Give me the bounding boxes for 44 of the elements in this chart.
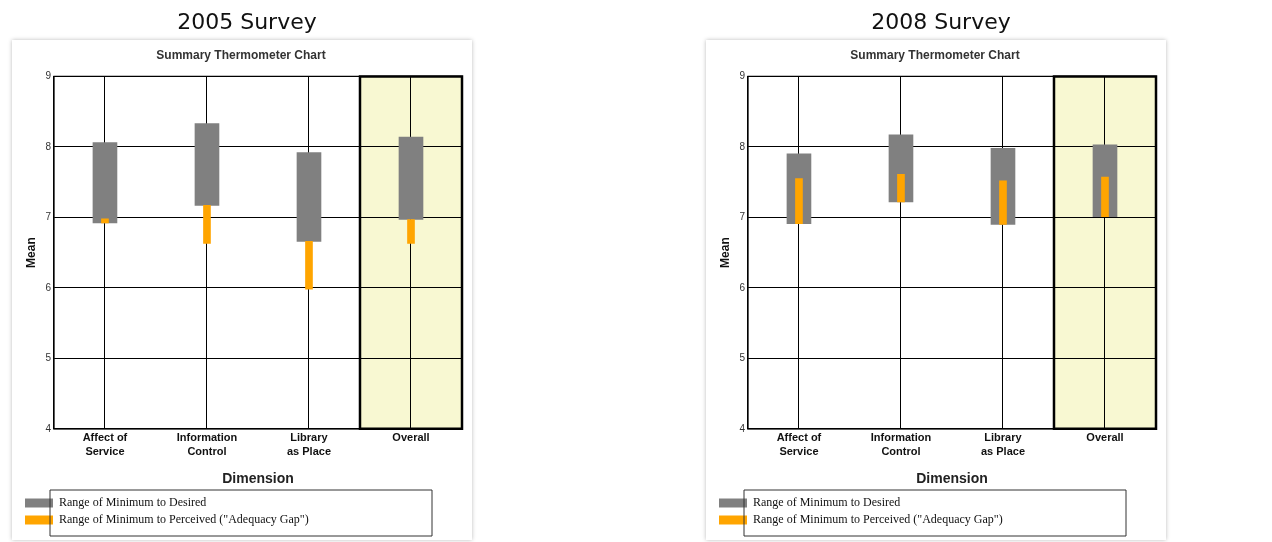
chart-title: 2008 Survey [870,8,1012,36]
y-axis-title: Mean [23,237,38,268]
y-tick-label: 4 [739,422,746,434]
y-tick-label: 6 [739,281,746,293]
y-tick-label: 8 [739,140,746,152]
legend-label: Range of Minimum to Perceived ("Adequacy Gap") [753,512,1003,527]
legend-label: Range of Minimum to Desired [59,495,207,510]
y-tick-label: 4 [45,422,52,434]
bar [101,218,109,224]
y-tick-label: 9 [739,70,746,82]
x-tick-label: Overall [1086,431,1124,444]
y-tick-label: 5 [45,352,52,364]
bar [999,180,1007,225]
legend-label: Range of Minimum to Desired [753,495,901,510]
x-tick-label: Information Control [176,431,238,457]
x-tick-label: Overall [392,431,430,444]
bar [398,136,424,220]
bar [407,219,415,244]
y-tick-label: 9 [45,70,52,82]
bar [897,174,905,203]
bar [203,205,211,244]
y-axis-title: Mean [717,237,732,268]
chart-subtitle: Summary Thermometer Chart [156,47,326,62]
x-tick-label: Library as Place [286,431,332,457]
y-tick-label: 8 [45,140,52,152]
chart-title: 2005 Survey [176,8,318,36]
y-tick-label: 7 [739,211,746,223]
bar [296,152,322,242]
y-tick-label: 7 [45,211,52,223]
y-tick-label: 6 [45,281,52,293]
y-tick-label: 5 [739,352,746,364]
x-tick-label: Affect of Service [82,431,128,457]
bar [92,142,118,224]
bar [795,178,803,225]
chart-subtitle: Summary Thermometer Chart [850,47,1020,62]
bar [305,240,313,290]
x-tick-label: Affect of Service [776,431,822,457]
bar [194,123,220,206]
bar [1101,176,1109,217]
legend-label: Range of Minimum to Perceived ("Adequacy Gap") [59,512,309,527]
x-axis-title: Dimension [916,470,988,487]
x-tick-label: Information Control [870,431,932,457]
x-axis-title: Dimension [222,470,294,487]
x-tick-label: Library as Place [980,431,1026,457]
